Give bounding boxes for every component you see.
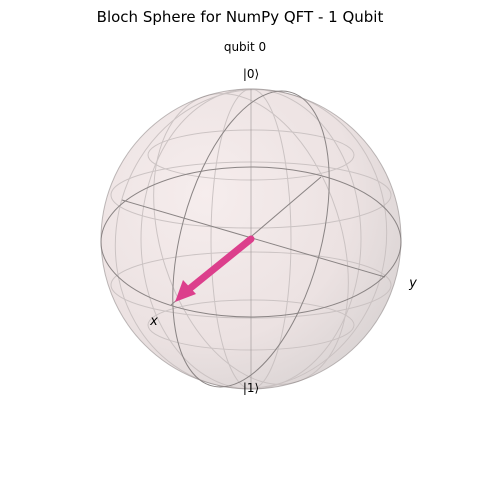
ket-one-label: |1⟩	[243, 381, 259, 395]
ket-zero-label: |0⟩	[243, 67, 259, 81]
qubit-subtitle: qubit 0	[224, 40, 266, 54]
state-vector-head	[175, 280, 196, 302]
state-vector-line	[184, 235, 255, 294]
x-axis-label: x	[149, 314, 158, 329]
y-axis-label: y	[408, 276, 417, 291]
state-vector-arrow	[175, 235, 255, 302]
figure-title: Bloch Sphere for NumPy QFT - 1 Qubit	[97, 8, 384, 26]
